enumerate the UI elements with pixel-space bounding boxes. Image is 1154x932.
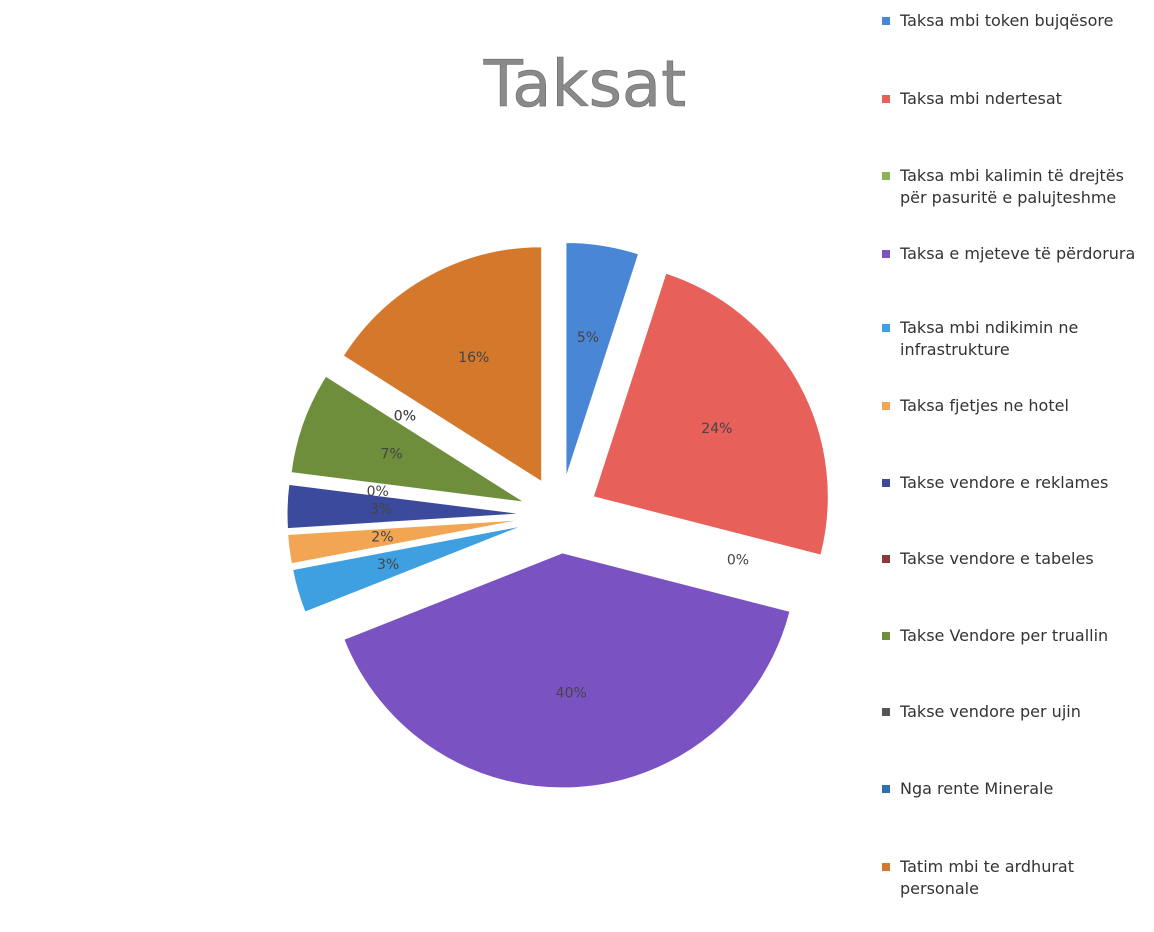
data-label: 0% [367, 484, 389, 500]
legend-item: Tatim mbi te ardhurat personale [880, 856, 1145, 900]
data-label: 7% [380, 446, 402, 462]
legend-swatch [882, 95, 890, 103]
pie-slice [592, 272, 829, 556]
pie-slice [596, 523, 825, 584]
pie-slice [286, 483, 523, 530]
data-label: 24% [701, 421, 732, 437]
data-label: 40% [556, 686, 587, 702]
data-label: 16% [458, 350, 489, 366]
legend-item: Taksa mbi ndertesat [880, 88, 1145, 110]
legend-swatch [882, 479, 890, 487]
legend-label: Taksa e mjeteve të përdorura [900, 244, 1136, 263]
data-label: 3% [370, 501, 392, 517]
legend-label: Takse vendore per ujin [900, 702, 1081, 721]
legend-swatch [882, 708, 890, 716]
pie-slice [342, 246, 543, 483]
legend-swatch [882, 250, 890, 258]
legend-label: Takse vendore e reklames [900, 473, 1109, 492]
legend-item: Taksa mbi token bujqësore [880, 10, 1145, 32]
legend-label: Tatim mbi te ardhurat personale [900, 857, 1074, 898]
legend-label: Taksa mbi kalimin të drejtës për pasurit… [900, 166, 1124, 207]
legend-swatch [882, 632, 890, 640]
legend-label: Taksa fjetjes ne hotel [900, 396, 1069, 415]
legend-swatch [882, 17, 890, 25]
data-label: 5% [577, 330, 599, 346]
pie-slice [290, 375, 525, 503]
legend-item: Taksa e mjeteve të përdorura [880, 243, 1145, 265]
legend-item: Takse vendore e reklames [880, 472, 1145, 494]
data-label: 0% [727, 553, 749, 569]
legend-item: Takse vendore per ujin [880, 701, 1145, 723]
chart-title: Taksat [483, 48, 686, 122]
legend-item: Taksa mbi ndikimin ne infrastrukture [880, 317, 1145, 361]
legend-item: Takse vendore e tabeles [880, 548, 1145, 570]
pie-slice [565, 241, 640, 478]
data-label: 0% [394, 409, 416, 425]
legend-swatch [882, 172, 890, 180]
legend-item: Nga rente Minerale [880, 778, 1145, 800]
data-label: 3% [377, 557, 399, 573]
legend-label: Taksa mbi ndikimin ne infrastrukture [900, 318, 1079, 359]
legend-swatch [882, 785, 890, 793]
pie-slice [287, 519, 523, 565]
legend-swatch [882, 402, 890, 410]
legend-label: Nga rente Minerale [900, 779, 1054, 798]
data-label: 2% [371, 529, 393, 545]
legend-label: Taksa mbi ndertesat [900, 89, 1062, 108]
legend-label: Taksa mbi token bujqësore [900, 11, 1114, 30]
pie-slice [289, 480, 523, 511]
legend-item: Takse Vendore per truallin [880, 625, 1145, 647]
legend-swatch [882, 555, 890, 563]
legend-item: Taksa mbi kalimin të drejtës për pasurit… [880, 165, 1145, 209]
legend-swatch [882, 324, 890, 332]
legend-swatch [882, 863, 890, 871]
legend-label: Takse Vendore per truallin [900, 626, 1109, 645]
pie-slice [343, 552, 791, 789]
legend-item: Taksa fjetjes ne hotel [880, 395, 1145, 417]
pie-slice [292, 525, 524, 613]
legend-label: Takse vendore e tabeles [900, 549, 1094, 568]
